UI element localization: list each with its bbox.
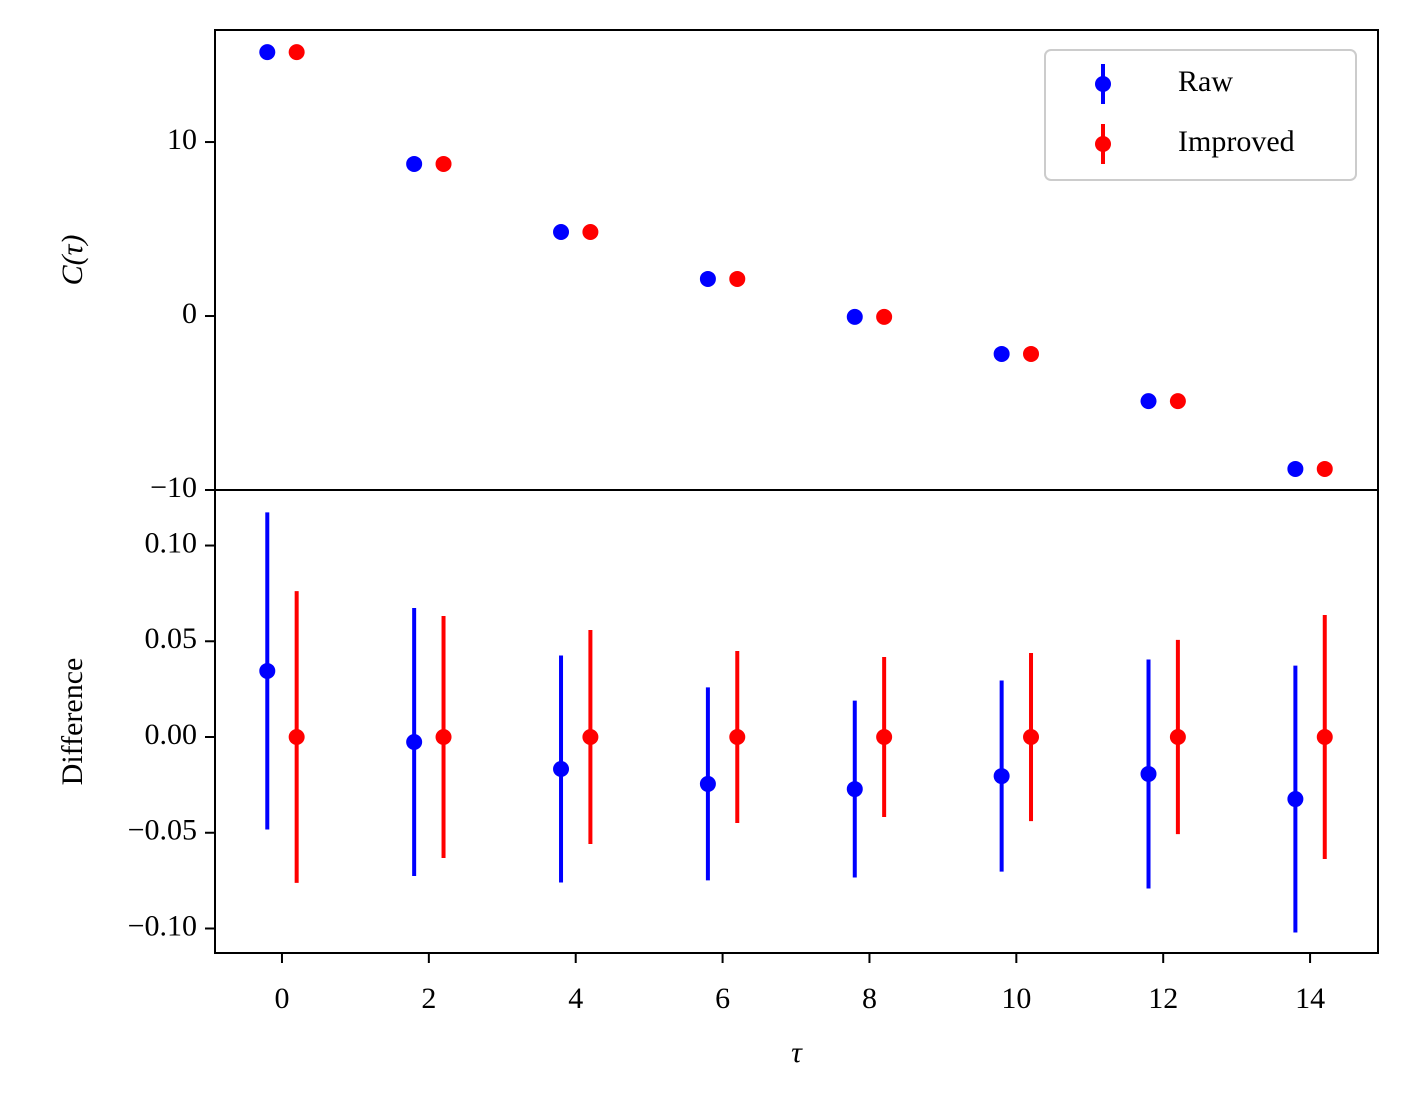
y-axis-label: Difference xyxy=(56,658,89,786)
legend-label: Raw xyxy=(1178,65,1233,98)
x-tick-label: 14 xyxy=(1295,982,1325,1015)
data-point xyxy=(1169,393,1186,410)
data-point xyxy=(259,44,276,61)
y-tick-label: −0.05 xyxy=(128,814,197,847)
data-point xyxy=(406,155,423,172)
data-point xyxy=(582,223,599,240)
data-point xyxy=(435,729,452,746)
y-tick-label: −0.10 xyxy=(128,909,197,942)
y-axis-label: C(τ) xyxy=(56,235,89,286)
data-point xyxy=(1287,791,1304,808)
data-point xyxy=(876,308,893,325)
data-point xyxy=(876,729,893,746)
legend-swatch xyxy=(1095,136,1111,152)
y-tick-label: 0.05 xyxy=(145,622,198,655)
data-point xyxy=(553,760,570,777)
data-point xyxy=(288,44,305,61)
y-tick-label: 0.00 xyxy=(145,718,198,751)
data-point xyxy=(1316,729,1333,746)
y-tick-label: 0 xyxy=(182,297,197,330)
data-point xyxy=(1287,460,1304,477)
data-point xyxy=(1316,460,1333,477)
data-point xyxy=(699,270,716,287)
x-tick-label: 6 xyxy=(715,982,730,1015)
data-point xyxy=(406,733,423,750)
data-point xyxy=(1169,729,1186,746)
data-point xyxy=(993,768,1010,785)
data-point xyxy=(553,223,570,240)
data-point xyxy=(993,345,1010,362)
data-point xyxy=(846,308,863,325)
x-tick-label: 8 xyxy=(862,982,877,1015)
x-tick-label: 4 xyxy=(568,982,583,1015)
y-tick-label: −10 xyxy=(150,471,197,504)
legend-swatch xyxy=(1095,76,1111,92)
y-tick-label: 0.10 xyxy=(145,526,198,559)
data-point xyxy=(1023,729,1040,746)
data-point xyxy=(259,662,276,679)
x-axis-label: τ xyxy=(791,1036,803,1069)
x-tick-label: 12 xyxy=(1148,982,1178,1015)
data-point xyxy=(582,729,599,746)
legend-label: Improved xyxy=(1178,125,1295,158)
y-tick-label: 10 xyxy=(167,123,197,156)
x-tick-label: 10 xyxy=(1001,982,1031,1015)
legend-box xyxy=(1044,49,1357,181)
data-point xyxy=(435,155,452,172)
data-point xyxy=(1140,393,1157,410)
axes-frame xyxy=(214,489,1379,954)
data-point xyxy=(288,729,305,746)
data-point xyxy=(699,775,716,792)
data-point xyxy=(729,729,746,746)
data-point xyxy=(846,781,863,798)
x-tick-label: 0 xyxy=(274,982,289,1015)
data-point xyxy=(1140,765,1157,782)
data-point xyxy=(1023,345,1040,362)
x-tick-label: 2 xyxy=(421,982,436,1015)
data-point xyxy=(729,270,746,287)
